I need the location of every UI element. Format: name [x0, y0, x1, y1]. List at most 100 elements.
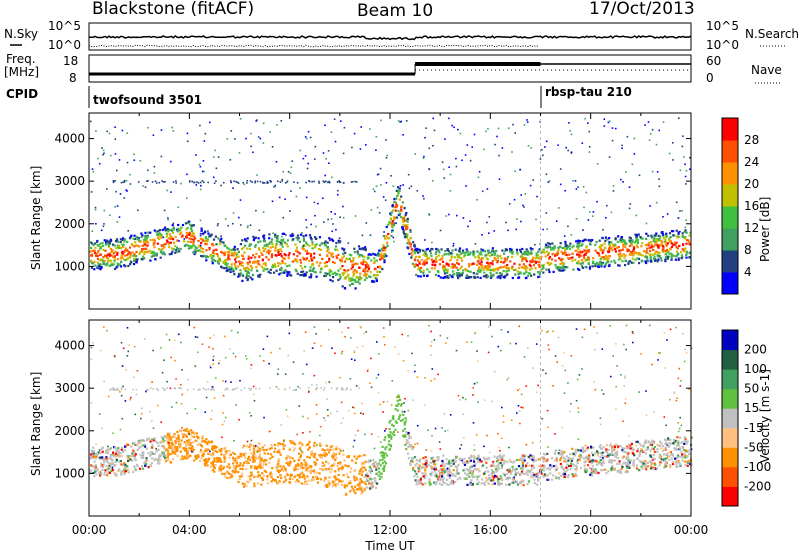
scatter-cell — [454, 480, 457, 484]
scatter-cell — [438, 251, 441, 254]
scatter-cell — [229, 453, 232, 456]
scatter-cell — [680, 441, 683, 444]
scatter-cell — [339, 461, 342, 464]
scatter-cell — [370, 253, 373, 256]
scatter-cell — [173, 435, 176, 439]
scatter-cell — [570, 152, 573, 154]
scatter-cell — [511, 465, 514, 468]
scatter-cell — [237, 275, 240, 278]
scatter-cell — [364, 246, 367, 249]
scatter-cell — [569, 257, 572, 260]
scatter-cell — [432, 460, 435, 463]
scatter-cell — [557, 246, 560, 249]
scatter-cell — [360, 492, 363, 495]
scatter-cell — [337, 269, 340, 272]
scatter-cell — [106, 448, 109, 451]
scatter-cell — [394, 428, 397, 431]
scatter-cell — [638, 453, 642, 456]
scatter-cell — [144, 236, 147, 239]
scatter-cell — [581, 262, 584, 265]
scatter-cell — [358, 266, 361, 269]
scatter-cell — [503, 257, 506, 260]
scatter-cell — [230, 181, 232, 184]
scatter-cell — [172, 248, 175, 251]
scatter-cell — [192, 244, 195, 247]
scatter-cell — [262, 182, 264, 184]
scatter-cell — [353, 251, 356, 254]
scatter-cell — [680, 450, 683, 453]
scatter-cell — [324, 484, 328, 488]
scatter-cell — [457, 128, 459, 131]
scatter-cell — [600, 263, 603, 266]
scatter-cell — [389, 419, 392, 422]
scatter-cell — [216, 254, 219, 257]
scatter-cell — [232, 222, 234, 225]
scatter-cell — [446, 268, 449, 271]
scatter-cell — [604, 239, 607, 242]
scatter-cell — [576, 245, 579, 248]
scatter-cell — [565, 455, 568, 458]
scatter-cell — [410, 256, 413, 259]
scatter-cell — [604, 236, 607, 239]
scatter-cell — [293, 467, 296, 471]
scatter-cell — [248, 244, 251, 247]
scatter-cell — [269, 241, 271, 244]
scatter-cell — [424, 456, 427, 459]
scatter-cell — [95, 223, 97, 225]
scatter-cell — [489, 276, 493, 279]
scatter-cell — [226, 250, 229, 254]
scatter-cell — [443, 177, 446, 179]
scatter-cell — [343, 126, 346, 129]
scatter-cell — [118, 263, 121, 266]
scatter-cell — [668, 232, 672, 235]
scatter-cell — [673, 439, 676, 442]
scatter-cell — [338, 277, 342, 280]
scatter-cell — [246, 182, 248, 184]
scatter-cell — [341, 265, 344, 268]
scatter-cell — [91, 465, 94, 468]
scatter-cell — [623, 447, 626, 450]
scatter-cell — [422, 269, 425, 272]
scatter-cell — [541, 464, 544, 467]
scatter-cell — [548, 467, 551, 470]
scatter-cell — [235, 256, 238, 259]
scatter-cell — [90, 451, 93, 454]
scatter-cell — [323, 242, 326, 245]
scatter-cell — [258, 453, 261, 456]
scatter-cell — [559, 456, 562, 460]
scatter-cell — [215, 167, 218, 170]
scatter-cell — [412, 241, 415, 244]
scatter-cell — [610, 461, 613, 464]
scatter-cell — [649, 133, 652, 135]
scatter-cell — [97, 157, 99, 160]
scatter-cell — [678, 117, 680, 119]
scatter-cell — [207, 232, 210, 235]
scatter-cell — [555, 458, 558, 461]
scatter-cell — [677, 257, 680, 260]
scatter-cell — [391, 224, 394, 227]
scatter-cell — [476, 475, 479, 478]
scatter-cell — [190, 226, 193, 229]
scatter-cell — [274, 185, 276, 188]
scatter-cell — [413, 475, 416, 478]
scatter-cell — [120, 254, 123, 257]
scatter-cell — [602, 256, 605, 259]
scatter-cell — [658, 454, 661, 457]
scatter-cell — [255, 120, 257, 122]
scatter-cell — [674, 457, 677, 460]
scatter-cell — [213, 470, 216, 473]
scatter-cell — [264, 247, 267, 251]
scatter-cell — [320, 456, 323, 459]
scatter-cell — [277, 180, 279, 183]
scatter-cell — [448, 474, 451, 477]
scatter-cell — [628, 253, 631, 256]
scatter-cell — [274, 249, 277, 252]
scatter-cell — [394, 209, 397, 212]
scatter-cell — [425, 127, 427, 129]
scatter-cell — [179, 446, 182, 449]
scatter-cell — [245, 484, 248, 487]
scatter-cell — [635, 234, 638, 237]
scatter-cell — [103, 471, 107, 474]
scatter-cell — [561, 262, 564, 265]
scatter-cell — [258, 456, 261, 459]
